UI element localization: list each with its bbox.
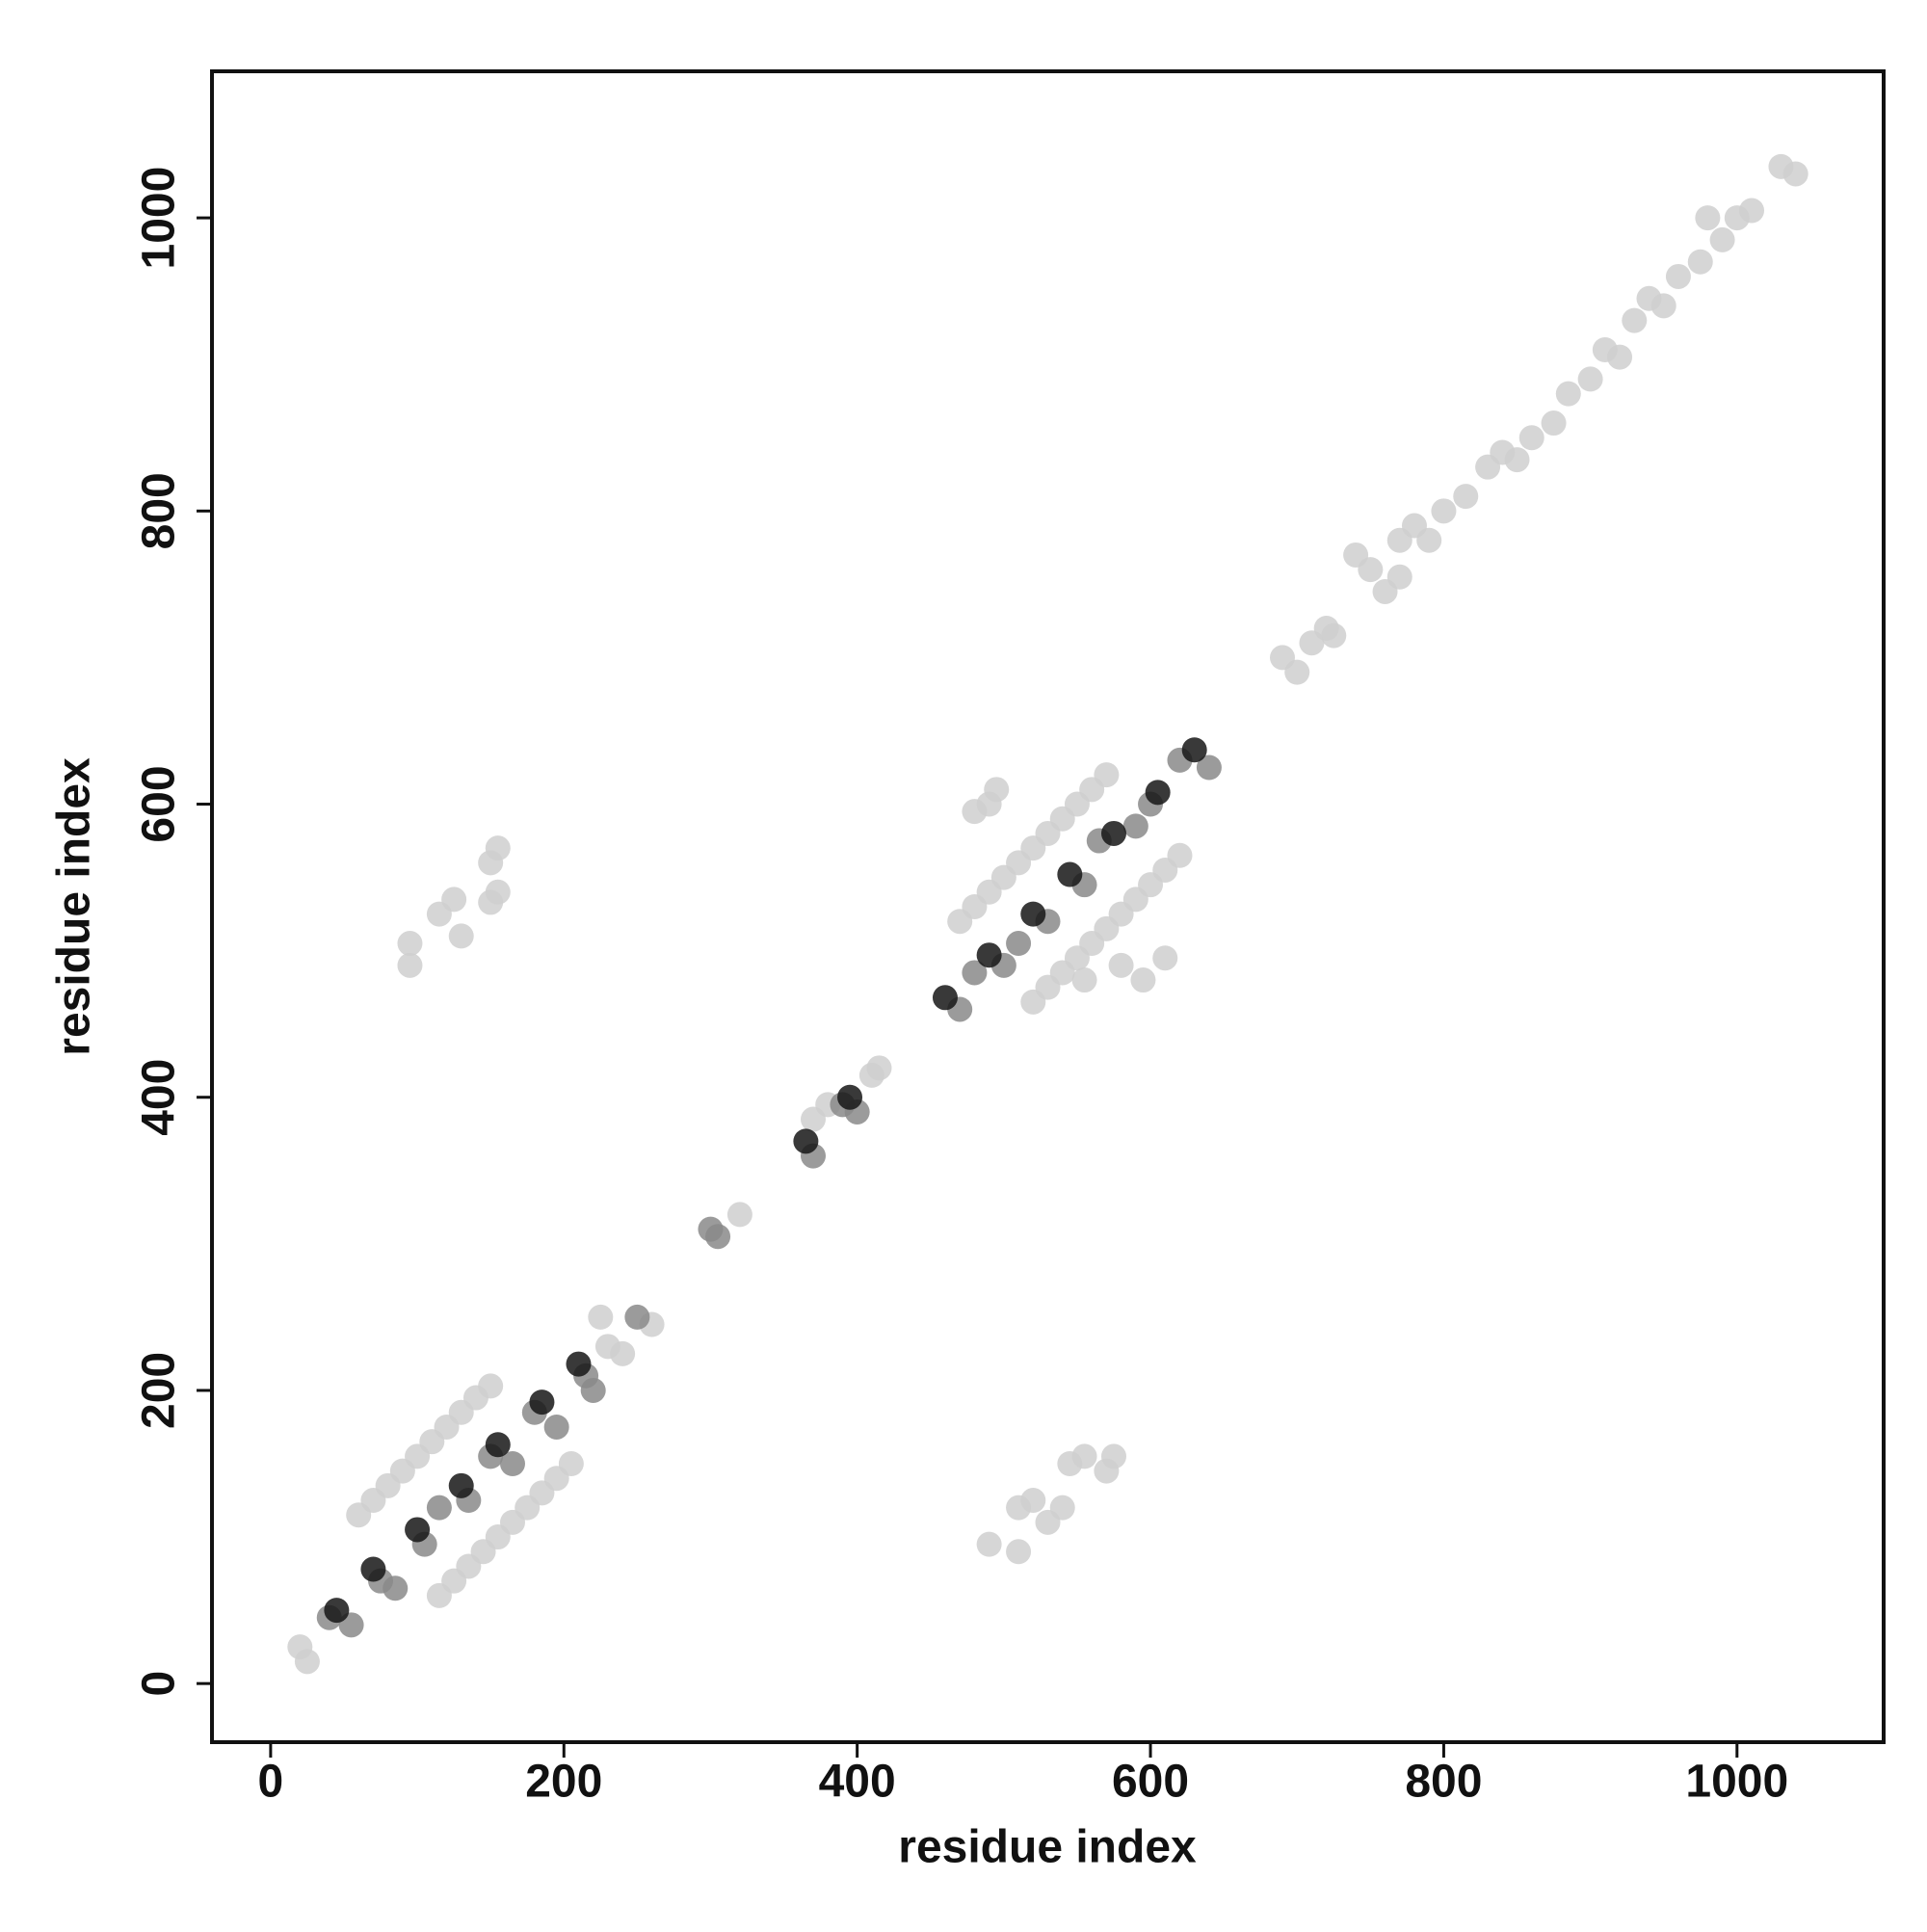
point xyxy=(360,1556,386,1582)
point xyxy=(1386,564,1412,590)
point xyxy=(1541,410,1567,437)
y-tick-label: 200 xyxy=(134,1352,185,1429)
x-tick-label: 1000 xyxy=(1685,1757,1788,1808)
point xyxy=(499,1451,525,1476)
x-tick-label: 0 xyxy=(258,1757,284,1808)
point xyxy=(485,1432,511,1458)
point xyxy=(1695,205,1721,231)
point xyxy=(426,1495,452,1521)
point xyxy=(624,1304,650,1330)
point xyxy=(1108,952,1134,978)
y-tick-label: 1000 xyxy=(134,167,185,270)
point xyxy=(478,1373,504,1399)
point xyxy=(976,942,1002,968)
point xyxy=(1196,754,1222,781)
point xyxy=(1057,861,1083,887)
point xyxy=(1071,967,1097,993)
point xyxy=(1145,780,1171,806)
point xyxy=(397,931,423,957)
point xyxy=(1622,307,1648,333)
point xyxy=(1006,1539,1032,1565)
point xyxy=(1416,527,1442,553)
point xyxy=(558,1451,584,1476)
point xyxy=(580,1377,606,1403)
point xyxy=(1100,820,1126,846)
point xyxy=(588,1304,614,1330)
point xyxy=(294,1649,320,1675)
point xyxy=(1518,425,1544,451)
point xyxy=(478,889,504,915)
point xyxy=(1504,447,1530,473)
point xyxy=(529,1389,555,1416)
point xyxy=(448,923,474,949)
point xyxy=(1071,1443,1097,1469)
point xyxy=(1358,557,1384,583)
point xyxy=(441,887,467,913)
y-tick-label: 600 xyxy=(134,765,185,842)
point xyxy=(932,985,958,1011)
point xyxy=(1167,842,1193,868)
point xyxy=(1152,945,1178,971)
point xyxy=(1020,901,1046,927)
point xyxy=(610,1340,636,1366)
point xyxy=(1577,366,1603,392)
point xyxy=(1284,659,1310,685)
point xyxy=(1665,263,1691,289)
x-axis-title: residue index xyxy=(898,1822,1197,1873)
point xyxy=(1181,737,1207,763)
point xyxy=(962,799,988,825)
point xyxy=(324,1598,350,1624)
point xyxy=(1130,967,1156,993)
point xyxy=(1049,1495,1075,1521)
point xyxy=(1431,498,1457,524)
point xyxy=(1100,1443,1126,1469)
point xyxy=(1709,226,1735,252)
x-tick-label: 800 xyxy=(1405,1757,1482,1808)
point xyxy=(448,1472,474,1498)
point xyxy=(976,1531,1002,1557)
point xyxy=(1650,293,1676,319)
point xyxy=(1453,484,1479,510)
point xyxy=(485,835,511,861)
point xyxy=(543,1414,569,1440)
point xyxy=(405,1517,431,1543)
point xyxy=(566,1351,592,1377)
plot-frame xyxy=(210,69,1886,1744)
point xyxy=(383,1575,409,1601)
x-tick-label: 400 xyxy=(819,1757,896,1808)
point xyxy=(793,1128,819,1154)
y-tick-label: 400 xyxy=(134,1059,185,1136)
point xyxy=(726,1202,752,1228)
point xyxy=(1687,249,1713,275)
y-tick-label: 800 xyxy=(134,472,185,549)
point xyxy=(1094,762,1120,788)
point xyxy=(1313,616,1339,641)
point xyxy=(1020,1488,1046,1514)
point xyxy=(1607,344,1633,370)
point xyxy=(1739,198,1765,224)
y-tick-label: 0 xyxy=(134,1671,185,1697)
x-tick-label: 200 xyxy=(525,1757,602,1808)
point xyxy=(1006,931,1032,957)
point xyxy=(962,960,988,986)
x-tick-label: 600 xyxy=(1112,1757,1189,1808)
point xyxy=(698,1216,724,1242)
y-axis-title: residue index xyxy=(49,757,100,1056)
point xyxy=(1555,381,1581,407)
point xyxy=(984,777,1010,803)
point xyxy=(866,1055,892,1081)
point xyxy=(1122,813,1148,839)
point xyxy=(397,952,423,978)
point xyxy=(1782,161,1808,187)
point xyxy=(837,1084,863,1110)
